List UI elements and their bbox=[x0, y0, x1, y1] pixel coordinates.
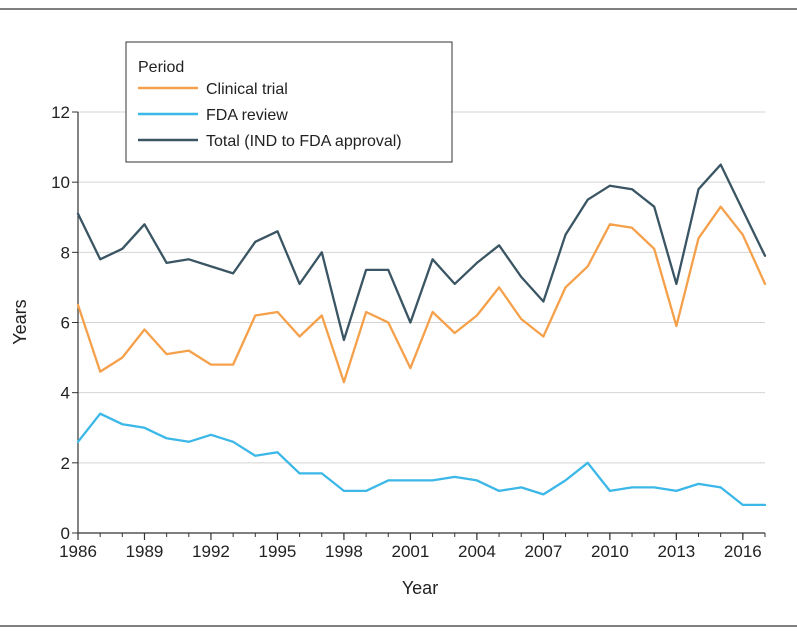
x-tick-label: 2013 bbox=[657, 542, 695, 561]
legend-label: Total (IND to FDA approval) bbox=[206, 133, 402, 150]
y-tick-label: 10 bbox=[51, 173, 70, 192]
legend-label: Clinical trial bbox=[206, 81, 288, 98]
x-tick-label: 1989 bbox=[126, 542, 164, 561]
legend-label: FDA review bbox=[206, 107, 288, 124]
y-tick-label: 0 bbox=[61, 524, 70, 543]
x-tick-label: 2010 bbox=[591, 542, 629, 561]
legend-items: Clinical trial FDA review Total (IND to FD… bbox=[138, 81, 402, 150]
x-tick-label: 1986 bbox=[59, 542, 97, 561]
y-tick-label: 2 bbox=[61, 454, 70, 473]
x-axis-title: Year bbox=[402, 578, 438, 598]
series-line-0 bbox=[76, 205, 767, 384]
series-line-1 bbox=[76, 412, 767, 507]
x-tick-label: 2007 bbox=[524, 542, 562, 561]
series-line-2 bbox=[76, 163, 767, 342]
y-tick-label: 8 bbox=[61, 243, 70, 262]
y-tick-label: 4 bbox=[61, 384, 70, 403]
y-tick-label: 12 bbox=[51, 103, 70, 122]
x-tick-label: 1995 bbox=[259, 542, 297, 561]
x-tick-label: 1992 bbox=[192, 542, 230, 561]
y-tick-label: 6 bbox=[61, 314, 70, 333]
axes: 0 2 4 6 8 10 12 1986 1989 1992 1995 1998 2001 2004 200… bbox=[51, 103, 766, 561]
x-tick-label: 2016 bbox=[724, 542, 762, 561]
series-lines bbox=[76, 163, 767, 507]
x-tick-label: 1998 bbox=[325, 542, 363, 561]
legend-box bbox=[125, 41, 453, 163]
y-axis-title: Years bbox=[10, 299, 30, 344]
x-tick-label: 2001 bbox=[392, 542, 430, 561]
grid-lines bbox=[78, 111, 765, 464]
legend-title: Period bbox=[138, 59, 184, 76]
legend: Period Clinical trial FDA review Total (IN… bbox=[125, 41, 453, 163]
x-tick-label: 2004 bbox=[458, 542, 496, 561]
